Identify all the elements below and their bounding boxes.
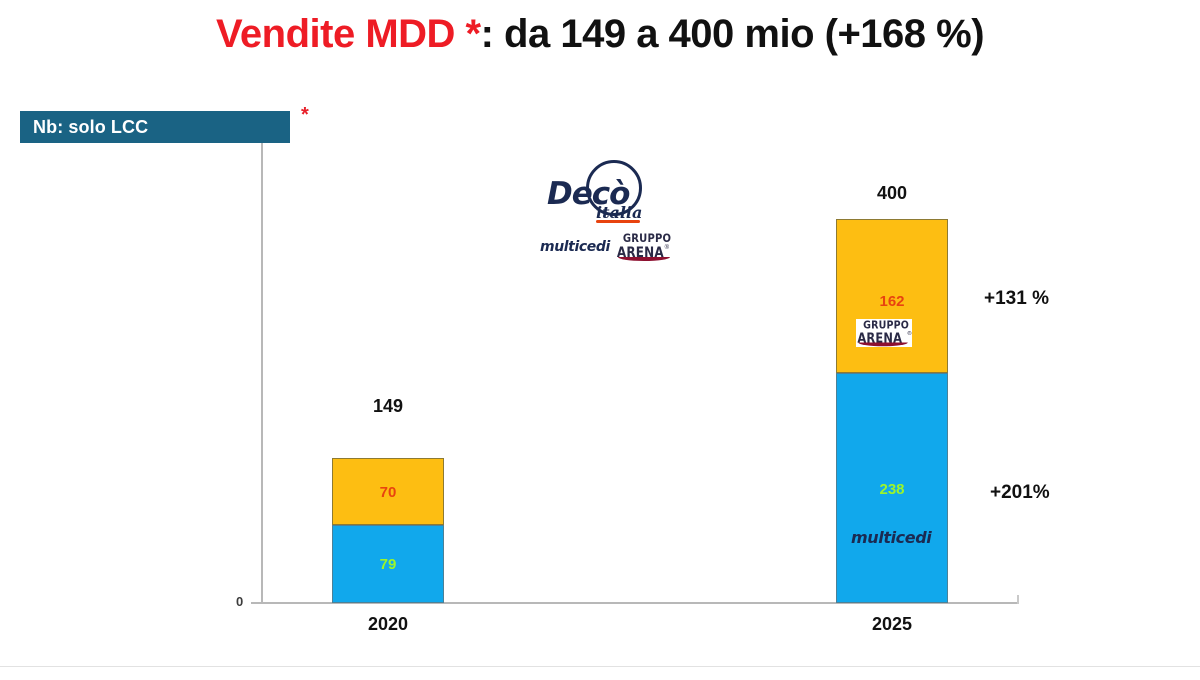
- gruppo-arena-swoosh-icon: [858, 342, 908, 347]
- x-axis-line: [251, 602, 1019, 604]
- x-axis-label-2020: 2020: [367, 614, 409, 634]
- gruppo-arena-wordmark: GRUPPO ARENA ®: [857, 319, 912, 347]
- deco-underline-icon: [596, 220, 640, 223]
- page-title-highlight: Vendite MDD *: [215, 12, 481, 56]
- gruppo-arena-bottom-text: ARENA: [857, 329, 903, 346]
- gruppo-arena-top-text: GRUPPO: [622, 232, 672, 246]
- note-badge-label: Nb: solo LCC: [33, 116, 149, 137]
- y-axis-zero-tick: [251, 602, 261, 604]
- footnote-asterisk: *: [301, 104, 309, 126]
- page-title: Vendite MDD *: da 149 a 400 mio (+168 %): [0, 12, 1200, 57]
- bar-segment-2025-arena[interactable]: 162: [836, 219, 948, 373]
- bar-group-2025: 400 162 238 2025: [836, 180, 948, 640]
- y-axis-zero-label: 0: [236, 594, 244, 609]
- bar-segment-value-2020-multicedi: 79: [379, 556, 397, 573]
- page-title-rest: : da 149 a 400 mio (+168 %): [480, 12, 985, 56]
- gruppo-arena-top-text: GRUPPO: [863, 319, 910, 332]
- bar-segment-value-2025-arena: 162: [879, 293, 905, 310]
- slide-bottom-divider: [0, 666, 1200, 667]
- registered-trademark-icon: ®: [907, 331, 912, 337]
- bar-total-label-2025: 400: [876, 183, 908, 203]
- gruppo-arena-logo-in-bar: GRUPPO ARENA ®: [856, 319, 912, 347]
- growth-annotation-multicedi: +201%: [990, 482, 1050, 503]
- multicedi-logo-in-bar: multicedi: [851, 528, 932, 547]
- x-axis-endcap: [1017, 595, 1019, 604]
- bar-segment-2025-multicedi[interactable]: 238: [836, 373, 948, 603]
- gruppo-arena-bottom-text: ARENA: [616, 243, 664, 261]
- bar-segment-2020-multicedi[interactable]: 79: [332, 525, 444, 603]
- registered-trademark-icon: ®: [664, 245, 669, 251]
- gruppo-arena-swoosh-icon: [617, 257, 670, 261]
- gruppo-arena-logo: GRUPPO ARENA ®: [616, 232, 672, 261]
- x-axis-label-2025: 2025: [871, 614, 913, 634]
- bar-segment-value-2025-multicedi: 238: [879, 481, 905, 498]
- note-badge: Nb: solo LCC: [20, 111, 290, 143]
- deco-circle-icon: [586, 160, 642, 216]
- deco-italia-subtext: italia: [596, 203, 643, 222]
- bar-group-2020: 149 70 79 2020: [332, 180, 444, 640]
- deco-wordmark: Decò: [547, 176, 630, 212]
- bar-total-label-2020: 149: [372, 396, 404, 416]
- growth-annotation-arena: +131 %: [984, 288, 1049, 309]
- bar-segment-2020-arena[interactable]: 70: [332, 458, 444, 525]
- deco-italia-mark: Decò italia: [540, 158, 668, 232]
- brand-row: multicedi GRUPPO ARENA ®: [540, 232, 672, 261]
- deco-italia-logo: Decò italia multicedi GRUPPO ARENA ®: [540, 158, 672, 266]
- multicedi-logo: multicedi: [540, 239, 610, 255]
- y-axis-line: [261, 143, 263, 604]
- bar-segment-value-2020-arena: 70: [379, 484, 397, 501]
